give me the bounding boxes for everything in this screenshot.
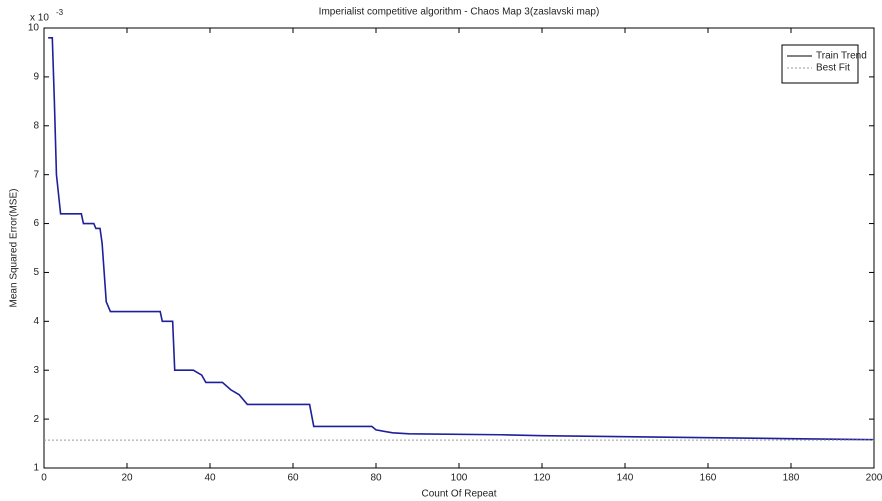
y-tick-label: 3: [33, 365, 39, 376]
x-tick-label: 80: [370, 473, 382, 484]
x-tick-label: 100: [451, 473, 468, 484]
x-tick-label: 140: [617, 473, 634, 484]
line: [48, 36, 875, 441]
y-tick-label: 2: [33, 414, 39, 425]
x-tick-label: 20: [121, 473, 133, 484]
y-tick-label: 8: [33, 120, 39, 131]
legend-label: Best Fit: [816, 63, 850, 74]
y-multiplier-exponent: -3: [56, 8, 64, 17]
x-tick-label: 160: [700, 473, 717, 484]
legend-label: Train Trend: [816, 51, 867, 62]
x-tick-label: 60: [287, 473, 299, 484]
x-tick-label: 180: [783, 473, 800, 484]
y-multiplier: x 10: [30, 13, 49, 24]
y-tick-label: 4: [33, 316, 39, 327]
x-tick-label: 0: [41, 473, 47, 484]
plot-area: [43, 27, 875, 469]
y-tick-label: 6: [33, 218, 39, 229]
y-tick-label: 10: [28, 23, 40, 34]
x-tick-label: 40: [204, 473, 216, 484]
chart-title: Imperialist competitive algorithm - Chao…: [319, 7, 600, 18]
x-tick-label: 120: [534, 473, 551, 484]
y-tick-label: 9: [33, 72, 39, 83]
y-tick-label: 5: [33, 267, 39, 278]
x-axis-label: Count Of Repeat: [421, 489, 496, 500]
x-tick-label: 200: [866, 473, 882, 484]
y-tick-label: 1: [33, 463, 39, 474]
legend-box: [781, 44, 859, 84]
y-axis-label: Mean Squared Error(MSE): [9, 189, 20, 308]
y-tick-label: 7: [33, 169, 39, 180]
